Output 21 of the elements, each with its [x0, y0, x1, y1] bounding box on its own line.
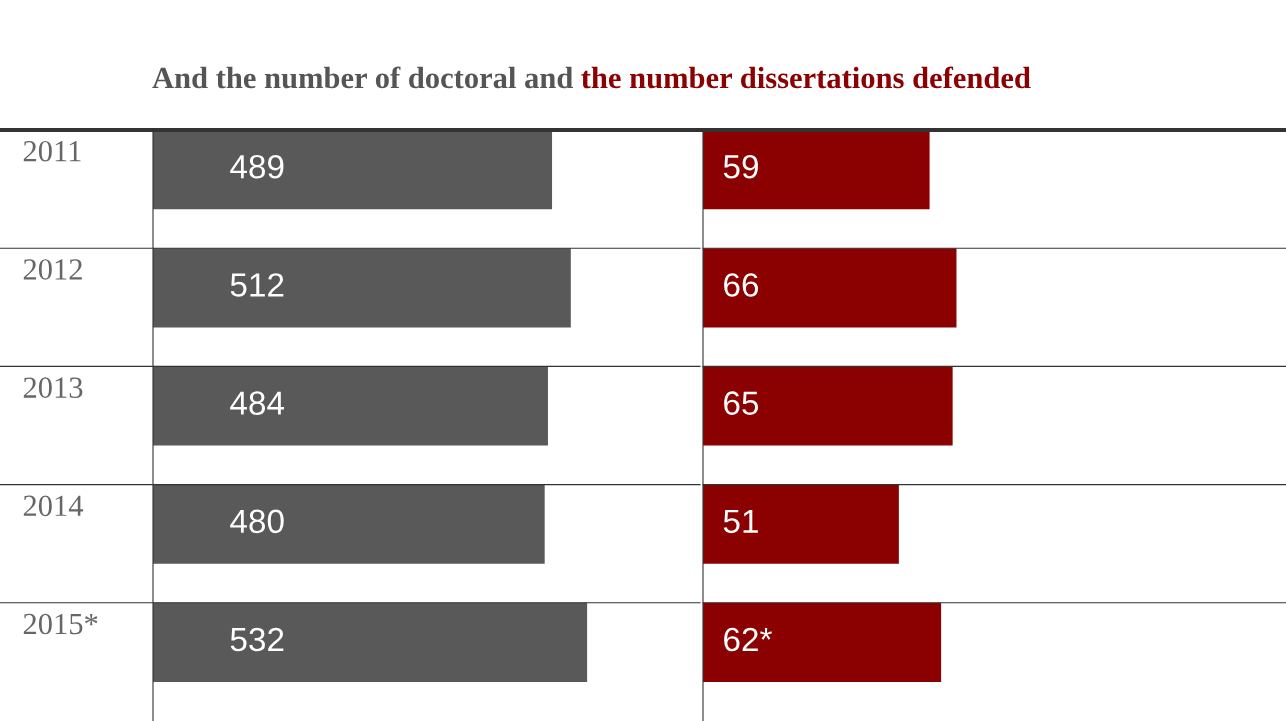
y-tick-label: 2013	[23, 377, 83, 398]
bar	[703, 484, 899, 564]
data-label: 480	[230, 509, 284, 534]
chart-title: And the number of doctoral and	[152, 66, 573, 89]
y-tick-label: 2015*	[23, 613, 98, 635]
y-tick-label: 2011	[23, 140, 81, 162]
y-tick-label: 2014	[23, 495, 84, 517]
data-label: 512	[230, 273, 284, 297]
data-label: 51	[723, 509, 758, 534]
chart-title: the number dissertations defended	[581, 66, 1031, 89]
data-label: 66	[724, 273, 759, 297]
bar	[703, 366, 953, 446]
bar	[703, 248, 957, 328]
data-label: 489	[230, 154, 284, 179]
bar	[703, 602, 942, 682]
data-label: 484	[230, 391, 285, 415]
y-tick-label: 2012	[23, 259, 82, 280]
data-label: 59	[723, 154, 758, 179]
data-label: 62*	[724, 627, 772, 652]
data-label: 532	[230, 627, 284, 652]
data-label: 65	[724, 391, 759, 415]
